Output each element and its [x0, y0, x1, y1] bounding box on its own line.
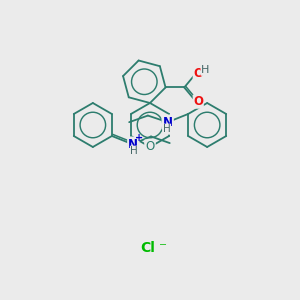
Text: H: H: [163, 124, 171, 134]
Text: N: N: [163, 116, 173, 129]
Text: O: O: [193, 67, 203, 80]
Text: ⁻: ⁻: [159, 241, 167, 256]
Text: O: O: [146, 140, 154, 154]
Text: H: H: [130, 146, 138, 156]
Text: Cl: Cl: [141, 241, 155, 255]
Text: +: +: [135, 133, 143, 143]
Text: N: N: [128, 138, 138, 151]
Text: H: H: [201, 65, 209, 75]
Text: O: O: [193, 95, 203, 108]
